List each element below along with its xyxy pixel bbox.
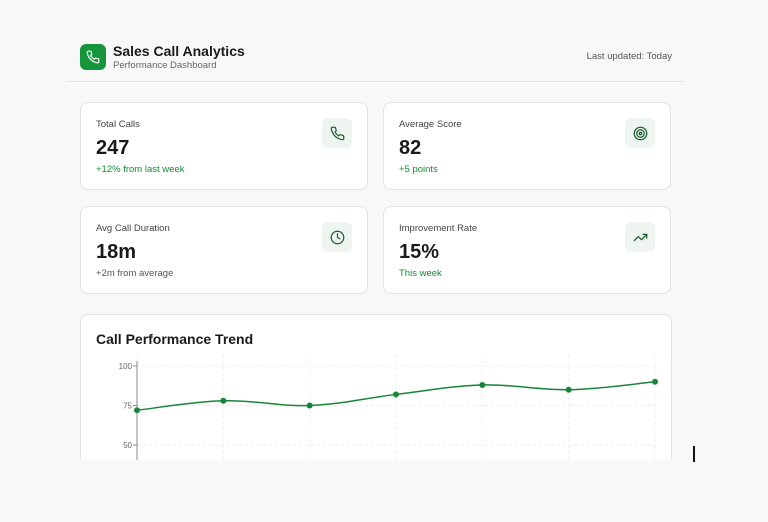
last-updated-text: Last updated: Today (586, 51, 672, 62)
stat-icon-box (625, 118, 655, 148)
stat-icon-box (322, 118, 352, 148)
app-title: Sales Call Analytics (113, 43, 245, 59)
dashboard-header: Sales Call Analytics Performance Dashboa… (80, 44, 672, 72)
chart-title: Call Performance Trend (96, 331, 254, 347)
y-tick-label: 100 (119, 362, 133, 371)
stat-icon-box (625, 222, 655, 252)
stat-delta: +2m from average (96, 268, 174, 279)
y-tick-label: 50 (123, 441, 132, 450)
header-divider (66, 81, 684, 82)
performance-chart-card: Call Performance Trend 100 75 50 (80, 314, 672, 484)
clock-icon (330, 230, 344, 244)
stat-card-improvement-rate: Improvement Rate 15% This week (383, 206, 671, 294)
phone-icon (330, 126, 344, 140)
viewport-bottom (0, 460, 768, 522)
trending-up-icon (633, 233, 647, 241)
stat-label: Avg Call Duration (96, 223, 170, 234)
stat-value: 82 (399, 137, 422, 159)
stat-value: 247 (96, 137, 130, 159)
phone-icon (86, 50, 100, 64)
text-cursor (693, 446, 695, 462)
stat-label: Total Calls (96, 119, 140, 130)
app-subtitle: Performance Dashboard (113, 60, 217, 71)
data-point (220, 397, 227, 404)
data-point (652, 378, 658, 385)
data-point (393, 391, 399, 398)
stat-card-average-score: Average Score 82 +5 points (383, 102, 671, 190)
y-tick-label: 75 (123, 402, 132, 411)
stat-delta: +12% from last week (96, 164, 185, 175)
data-point (134, 407, 140, 414)
target-icon (633, 126, 647, 140)
app-logo (80, 44, 106, 70)
stat-card-avg-call-duration: Avg Call Duration 18m +2m from average (80, 206, 368, 294)
stat-delta: This week (399, 268, 442, 279)
stat-delta: +5 points (399, 164, 438, 175)
stat-label: Improvement Rate (399, 223, 478, 234)
stat-label: Average Score (399, 119, 462, 130)
stat-value: 18m (96, 241, 137, 263)
stat-icon-box (322, 222, 352, 252)
stat-value: 15% (399, 241, 440, 263)
data-point (565, 386, 572, 393)
stat-card-total-calls: Total Calls 247 +12% from last week (80, 102, 368, 190)
data-point (306, 402, 313, 409)
performance-line-chart: 100 75 50 (119, 355, 658, 483)
data-point (479, 381, 486, 388)
